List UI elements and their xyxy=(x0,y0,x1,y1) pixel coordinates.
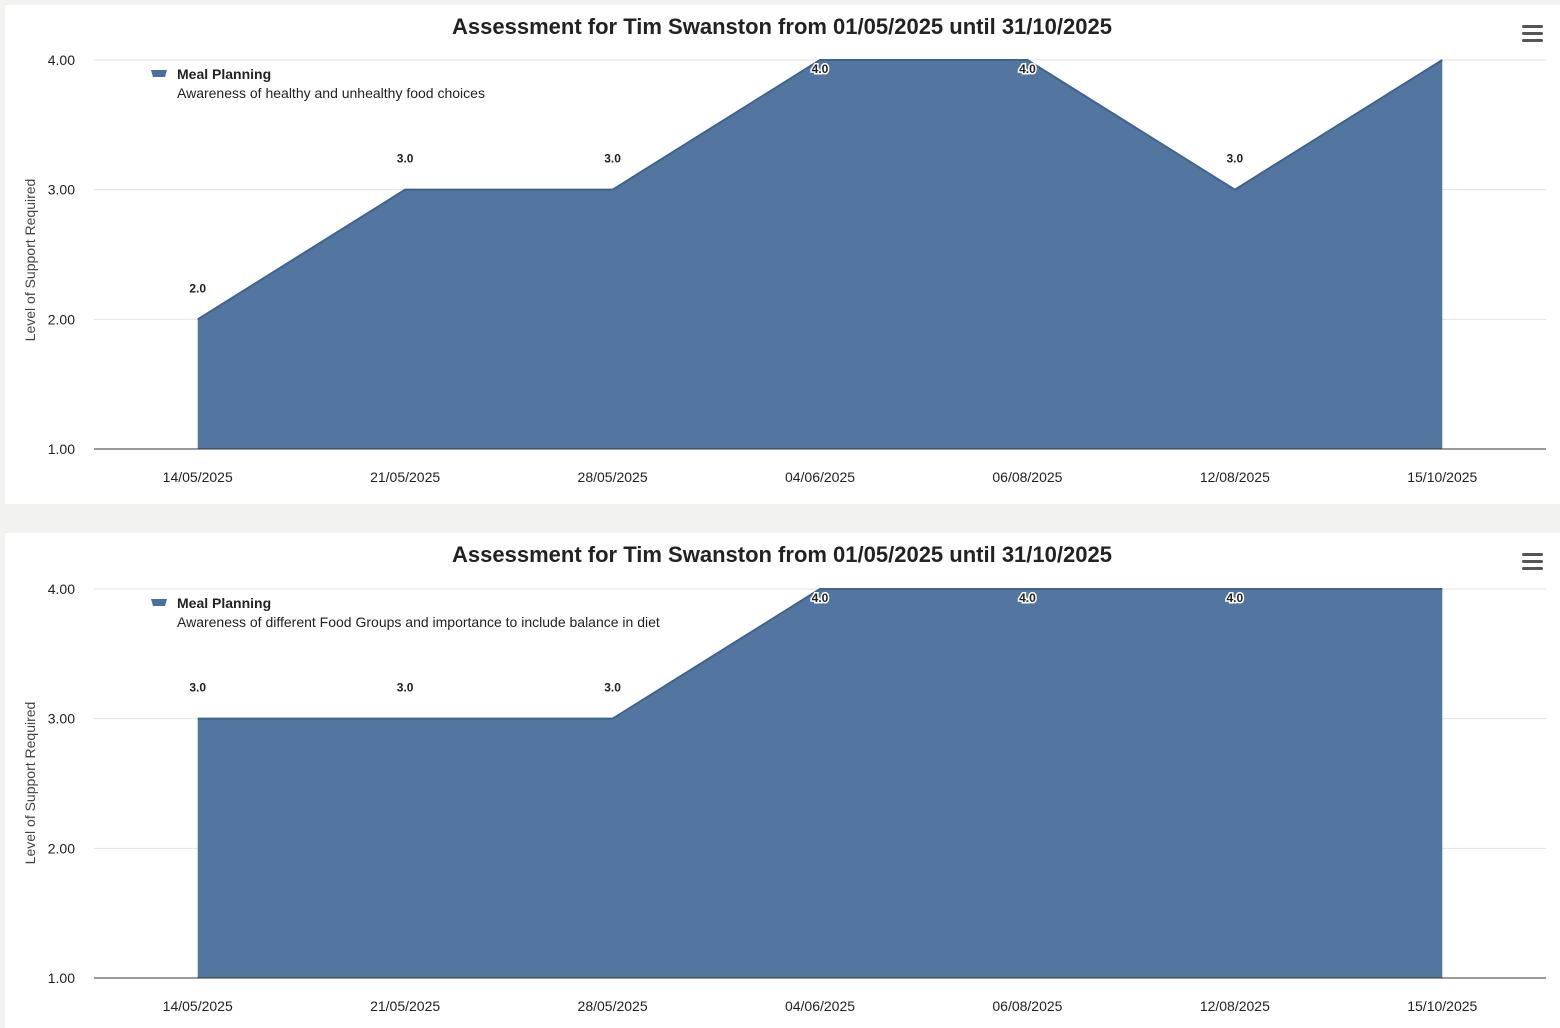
chart-svg: Assessment for Tim Swanston from 01/05/2… xyxy=(22,14,1546,485)
y-tick-label: 4.00 xyxy=(48,52,75,68)
x-tick-label: 04/06/2025 xyxy=(785,998,855,1014)
series-line xyxy=(197,588,1443,720)
y-tick-label: 1.00 xyxy=(48,441,75,457)
x-tick-label: 12/08/2025 xyxy=(1200,998,1270,1014)
x-tick-label: 28/05/2025 xyxy=(578,469,648,485)
legend-series-description: Awareness of different Food Groups and i… xyxy=(177,614,660,630)
y-tick-label: 2.00 xyxy=(48,311,75,327)
x-tick-label: 28/05/2025 xyxy=(578,998,648,1014)
chart-title: Assessment for Tim Swanston from 01/05/2… xyxy=(452,542,1112,567)
hamburger-menu-icon[interactable] xyxy=(1522,25,1544,45)
y-tick-label: 2.00 xyxy=(48,840,75,856)
legend-series-description: Awareness of healthy and unhealthy food … xyxy=(177,85,485,101)
x-tick-label: 21/05/2025 xyxy=(370,469,440,485)
x-tick-label: 15/10/2025 xyxy=(1407,998,1477,1014)
x-tick-label: 14/05/2025 xyxy=(163,469,233,485)
x-tick-label: 12/08/2025 xyxy=(1200,469,1270,485)
data-label: 3.0 xyxy=(604,681,621,695)
series-line xyxy=(197,59,1443,321)
legend-series-name[interactable]: Meal Planning xyxy=(177,66,271,82)
series-area xyxy=(197,589,1443,978)
series-area xyxy=(197,60,1443,449)
legend-series-name[interactable]: Meal Planning xyxy=(177,595,271,611)
x-tick-label: 14/05/2025 xyxy=(163,998,233,1014)
data-label: 3.0 xyxy=(604,152,621,166)
y-tick-label: 3.00 xyxy=(48,711,75,727)
data-label: 4.0 xyxy=(812,591,829,605)
x-tick-label: 04/06/2025 xyxy=(785,469,855,485)
data-label: 3.0 xyxy=(397,681,414,695)
assessment-chart-2: Assessment for Tim Swanston from 01/05/2… xyxy=(5,533,1560,1028)
data-label: 4.0 xyxy=(1019,591,1036,605)
hamburger-menu-icon[interactable] xyxy=(1522,553,1544,573)
assessment-chart-1: Assessment for Tim Swanston from 01/05/2… xyxy=(5,5,1560,504)
y-axis-label: Level of Support Required xyxy=(22,702,38,865)
legend-area-icon xyxy=(151,70,167,77)
data-label: 3.0 xyxy=(1227,152,1244,166)
x-tick-label: 06/08/2025 xyxy=(992,998,1062,1014)
data-label: 3.0 xyxy=(397,152,414,166)
x-tick-label: 06/08/2025 xyxy=(992,469,1062,485)
data-label: 4.0 xyxy=(1227,591,1244,605)
data-label: 3.0 xyxy=(189,681,206,695)
x-tick-label: 21/05/2025 xyxy=(370,998,440,1014)
x-tick-label: 15/10/2025 xyxy=(1407,469,1477,485)
legend-area-icon xyxy=(151,599,167,606)
chart-title: Assessment for Tim Swanston from 01/05/2… xyxy=(452,14,1112,39)
data-label: 4.0 xyxy=(812,62,829,76)
legend[interactable]: Meal Planning Awareness of different Foo… xyxy=(151,595,660,630)
y-tick-label: 1.00 xyxy=(48,970,75,986)
legend[interactable]: Meal Planning Awareness of healthy and u… xyxy=(151,66,485,101)
y-tick-label: 3.00 xyxy=(48,182,75,198)
y-tick-label: 4.00 xyxy=(48,581,75,597)
data-label: 2.0 xyxy=(189,281,206,295)
data-label: 4.0 xyxy=(1019,62,1036,76)
chart-svg: Assessment for Tim Swanston from 01/05/2… xyxy=(22,542,1546,1014)
y-axis-label: Level of Support Required xyxy=(22,179,38,342)
